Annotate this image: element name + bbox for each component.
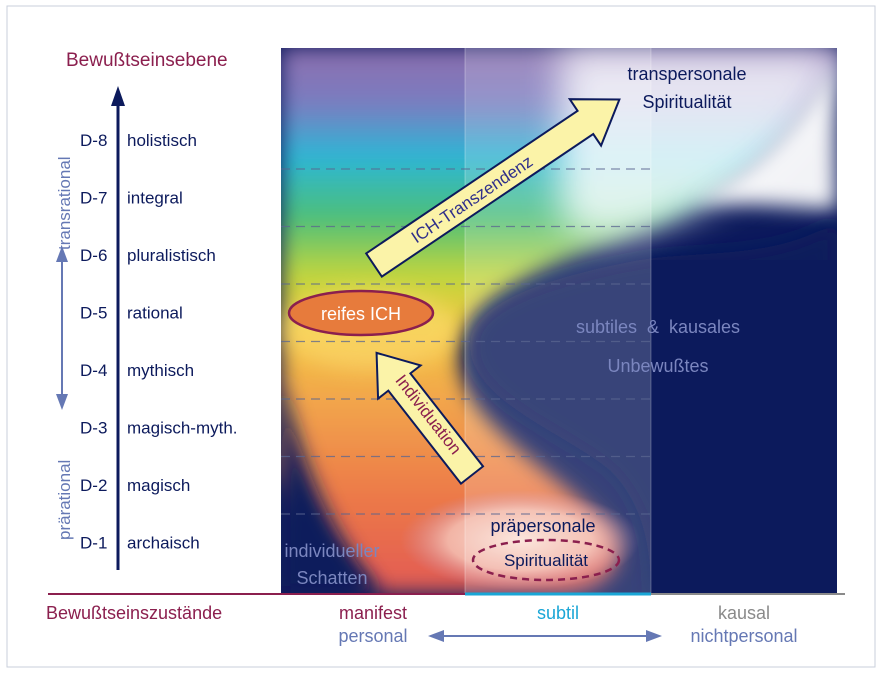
- level-row: D-7 integral: [80, 189, 183, 208]
- level-code: D-2: [80, 476, 107, 495]
- level-name: mythisch: [127, 361, 194, 380]
- schatten-line1: individueller: [284, 541, 379, 561]
- personal-span-arrow: [428, 630, 662, 642]
- level-row: D-8 holistisch: [80, 131, 197, 150]
- level-name: archaisch: [127, 534, 200, 553]
- consciousness-level-title: Bewußtseinsebene: [66, 50, 228, 71]
- level-axis-arrow: [111, 86, 125, 570]
- level-code: D-5: [80, 304, 107, 323]
- level-code: D-7: [80, 189, 107, 208]
- level-list: D-8 holistisch D-7 integral D-6 pluralistisch…: [80, 131, 238, 553]
- level-row: D-2 magisch: [80, 476, 190, 495]
- label-personal: personal: [338, 626, 407, 646]
- consciousness-states-title: Bewußtseinszustände: [46, 603, 222, 623]
- level-code: D-6: [80, 246, 107, 265]
- reifes-ich-oval: reifes ICH: [287, 289, 435, 337]
- state-subtil: subtil: [537, 603, 579, 623]
- level-code: D-3: [80, 419, 107, 438]
- schatten-line2: Schatten: [296, 568, 367, 588]
- level-row: D-5 rational: [80, 304, 183, 323]
- subtiles-line2: Unbewußtes: [607, 356, 708, 376]
- praepersonal-line1: präpersonale: [490, 516, 595, 536]
- level-code: D-8: [80, 131, 107, 150]
- state-manifest: manifest: [339, 603, 407, 623]
- reifes-ich-label: reifes ICH: [321, 304, 401, 324]
- transrational-label: transrational: [55, 156, 74, 250]
- level-row: D-3 magisch-myth.: [80, 419, 238, 438]
- level-name: rational: [127, 304, 183, 323]
- level-name: magisch-myth.: [127, 419, 238, 438]
- level-dividers: [281, 168, 651, 515]
- level-name: holistisch: [127, 131, 197, 150]
- subtiles-line1: subtiles & kausales: [576, 317, 740, 337]
- praepersonal-line2: Spiritualität: [504, 551, 588, 570]
- label-nichtpersonal: nichtpersonal: [690, 626, 797, 646]
- frame-border: [6, 5, 876, 668]
- transpersonal-line1: transpersonale: [627, 64, 746, 84]
- transpersonal-line2: Spiritualität: [642, 92, 731, 112]
- level-row: D-6 pluralistisch: [80, 246, 216, 265]
- state-kausal: kausal: [718, 603, 770, 623]
- level-code: D-1: [80, 534, 107, 553]
- level-name: pluralistisch: [127, 246, 216, 265]
- praerational-label: prärational: [55, 460, 74, 540]
- praepersonal-oval: Spiritualität: [471, 538, 621, 582]
- level-name: integral: [127, 189, 183, 208]
- level-code: D-4: [80, 361, 107, 380]
- individuation-arrow: [375, 351, 485, 486]
- rational-span-arrow: [56, 246, 68, 410]
- level-row: D-1 archaisch: [80, 534, 200, 553]
- level-name: magisch: [127, 476, 190, 495]
- level-row: D-4 mythisch: [80, 361, 194, 380]
